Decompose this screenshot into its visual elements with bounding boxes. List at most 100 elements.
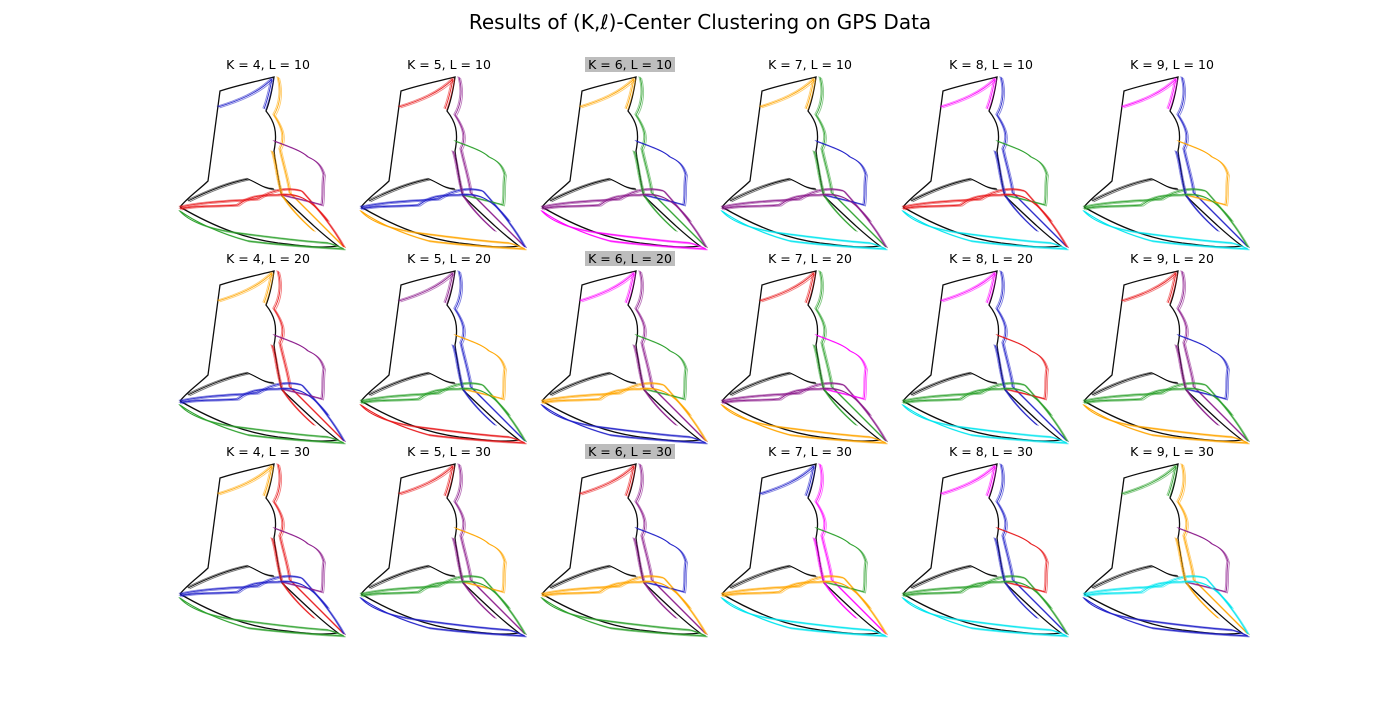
trajectory-green [901,387,1051,415]
trajectory-black [367,177,454,201]
trajectory-magenta [942,272,998,305]
trajectory-plot [720,270,888,445]
trajectory-green [181,211,346,251]
trajectory-orange [1085,405,1250,445]
trajectory-orange [720,580,870,608]
trajectory-blue [455,271,527,443]
panel-title-text: K = 8, L = 30 [949,444,1033,459]
trajectory-red [578,463,634,496]
trajectory-purple [455,77,527,249]
trajectory-purple [720,193,870,221]
trajectory-purple [540,193,690,221]
trajectory-black [728,177,815,201]
trajectory-cyan [1085,576,1250,636]
trajectory-black [541,76,702,248]
trajectory-blue [359,596,524,636]
panel-title: K = 8, L = 10 [901,57,1081,72]
panel-title: K = 4, L = 30 [178,444,358,459]
trajectory-blue [1085,598,1250,638]
trajectory-blue [759,464,815,497]
trajectory-red [904,189,1069,249]
trajectory-plot [359,270,527,445]
trajectory-purple [452,537,496,619]
trajectory-red [397,463,453,496]
trajectory-orange [219,272,275,305]
trajectory-blue [217,77,273,110]
trajectory-green [816,271,888,443]
chart-panel: K = 5, L = 30 [359,444,539,638]
trajectory-black [186,564,273,588]
trajectory-orange [761,78,817,111]
trajectory-green [360,575,526,635]
trajectory-magenta [1120,76,1176,109]
trajectory-orange [217,464,273,497]
trajectory-magenta [814,463,886,634]
trajectory-blue [997,464,1069,636]
trajectory-orange [219,465,275,498]
trajectory-plot [720,76,888,251]
trajectory-plot [540,270,708,445]
trajectory-green [633,150,677,232]
trajectory-cyan [723,211,888,251]
trajectory-black [902,76,1063,248]
trajectory-orange [721,575,887,635]
trajectory-red [362,405,527,445]
panel-title-text: K = 6, L = 30 [585,444,675,459]
figure-title: Results of (K,ℓ)-Center Clustering on GP… [468,10,932,34]
panel-title-text: K = 5, L = 30 [407,444,491,459]
trajectory-red [400,78,456,111]
trajectory-magenta [939,76,995,109]
panel-title-text: K = 9, L = 10 [1130,57,1214,72]
trajectory-plot [359,76,527,251]
trajectory-plot [720,463,888,638]
trajectory-orange [271,150,315,232]
panel-title-text: K = 5, L = 20 [407,251,491,266]
panel-title: K = 5, L = 30 [359,444,539,459]
trajectory-blue [758,463,814,496]
trajectory-magenta [940,271,996,304]
trajectory-black [1090,371,1177,395]
trajectory-black [728,564,815,588]
panel-title: K = 6, L = 20 [540,251,720,266]
trajectory-plot [1082,463,1250,638]
trajectory-green [814,270,886,441]
trajectory-green [181,598,346,638]
trajectory-purple [723,383,888,443]
panel-title-text: K = 7, L = 20 [768,251,852,266]
trajectory-red [398,464,454,497]
trajectory-green [813,344,857,426]
trajectory-cyan [723,598,888,638]
trajectory-red [178,193,328,221]
trajectory-black [548,371,635,395]
panel-title-text: K = 8, L = 10 [949,57,1033,72]
trajectory-green [178,403,343,443]
chart-panel: K = 6, L = 20 [540,251,720,445]
panel-title: K = 4, L = 20 [178,251,358,266]
trajectory-blue [219,78,275,111]
panel-title: K = 8, L = 30 [901,444,1081,459]
trajectory-red [400,465,456,498]
trajectory-red [274,464,346,636]
trajectory-blue [362,598,527,638]
trajectory-green [181,211,346,251]
trajectory-blue [216,76,272,109]
trajectory-orange [1176,463,1248,634]
trajectory-purple [721,382,887,442]
trajectory-cyan [1085,211,1250,251]
trajectory-purple [453,463,525,634]
trajectory-blue [995,270,1067,441]
trajectory-purple [636,464,708,636]
trajectory-blue [1176,76,1248,247]
trajectory-green [362,576,527,636]
trajectory-cyan [1083,575,1249,635]
trajectory-blue [178,580,328,608]
trajectory-orange [579,77,635,110]
trajectory-black [367,371,454,395]
panel-title-text: K = 7, L = 10 [768,57,852,72]
trajectory-magenta [816,464,888,636]
trajectory-black [541,463,702,635]
trajectory-orange [272,76,344,247]
trajectory-red [1120,270,1176,303]
trajectory-red [397,76,453,109]
trajectory-cyan [901,209,1066,249]
